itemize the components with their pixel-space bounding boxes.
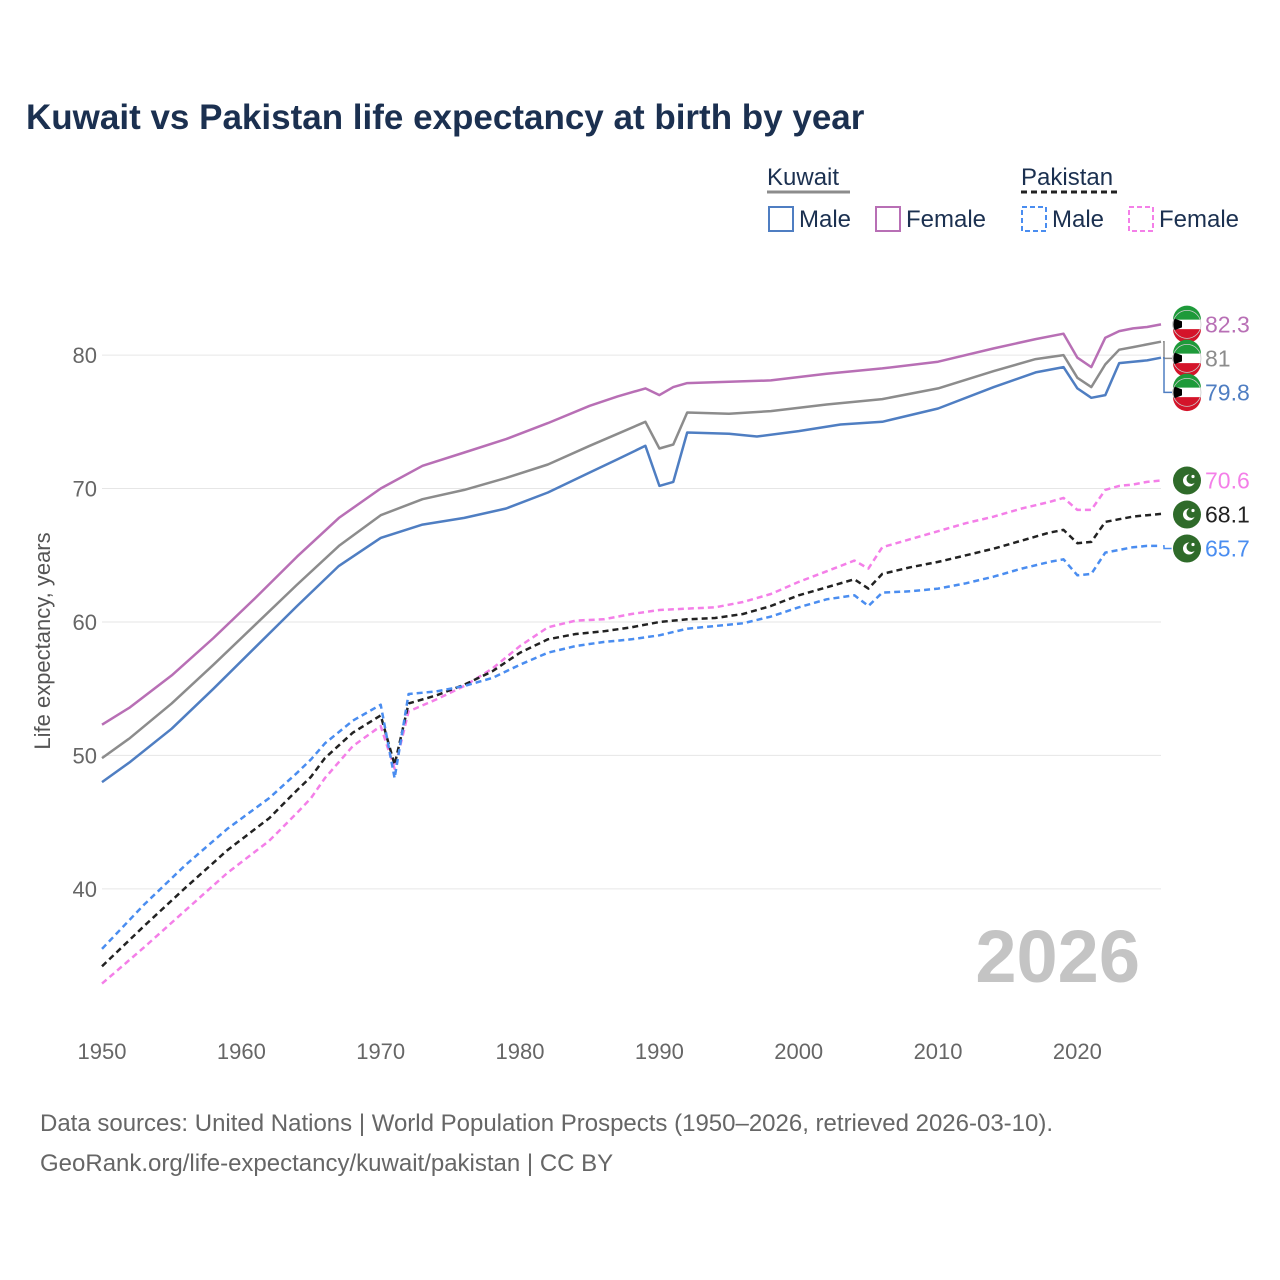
x-axis-ticks: 1950 1960 1970 1980 1990 2000 2010 2020 bbox=[78, 1039, 1102, 1064]
flag-badge-kuwait-icon bbox=[1172, 373, 1202, 412]
source-line: Data sources: United Nations | World Pop… bbox=[40, 1110, 1053, 1137]
series-line-pakistan-total bbox=[101, 512, 1162, 968]
legend-kuwait-female-label: Female bbox=[906, 206, 986, 233]
legend-kuwait-male-swatch bbox=[768, 206, 794, 232]
series-line-kuwait-male bbox=[101, 356, 1162, 784]
flag-badge-pakistan-icon bbox=[1171, 500, 1201, 529]
x-tick-label: 2010 bbox=[914, 1039, 963, 1064]
legend-pakistan-female-swatch bbox=[1128, 206, 1154, 232]
y-tick-label: 40 bbox=[73, 877, 97, 902]
series-line-pakistan-male bbox=[101, 544, 1161, 950]
source-url: GeoRank.org/life-expectancy/kuwait/pakis… bbox=[40, 1150, 613, 1177]
x-tick-label: 1960 bbox=[217, 1039, 266, 1064]
y-axis-label: Life expectancy, years bbox=[30, 532, 55, 749]
gridlines bbox=[102, 354, 1161, 890]
end-label-leader bbox=[1163, 545, 1172, 550]
legend-group-pakistan: Pakistan bbox=[1021, 164, 1113, 191]
y-tick-label: 60 bbox=[73, 610, 97, 635]
x-tick-label: 1970 bbox=[356, 1039, 405, 1064]
chart-title: Kuwait vs Pakistan life expectancy at bi… bbox=[26, 98, 865, 137]
series-line-kuwait-female bbox=[101, 323, 1162, 726]
x-tick-label: 1980 bbox=[496, 1039, 545, 1064]
end-label-pakistan-total: 68.1 bbox=[1205, 502, 1250, 528]
legend: Kuwait Male Female Pakistan Male Female bbox=[767, 164, 1239, 233]
legend-pakistan-male-label: Male bbox=[1052, 206, 1104, 233]
year-watermark: 2026 bbox=[975, 915, 1140, 998]
end-label-kuwait-male: 79.8 bbox=[1205, 379, 1250, 405]
series-line-pakistan-female bbox=[101, 479, 1162, 985]
legend-kuwait-male-label: Male bbox=[799, 206, 851, 233]
legend-pakistan-female-label: Female bbox=[1159, 206, 1239, 233]
x-tick-label: 2000 bbox=[774, 1039, 823, 1064]
y-axis-ticks: 40 50 60 70 80 bbox=[73, 343, 97, 902]
series-lines bbox=[101, 323, 1162, 985]
end-label-kuwait-total: 81 bbox=[1205, 345, 1231, 371]
flag-badge-pakistan-icon bbox=[1171, 466, 1201, 495]
legend-pakistan-male-swatch bbox=[1021, 206, 1047, 232]
end-labels: 82.3 81 79.8 70.6 68.1 65.7 bbox=[1163, 305, 1250, 563]
end-label-pakistan-male: 65.7 bbox=[1205, 536, 1250, 562]
y-tick-label: 70 bbox=[73, 477, 97, 502]
x-tick-label: 1950 bbox=[78, 1039, 127, 1064]
legend-group-kuwait: Kuwait bbox=[767, 164, 839, 191]
flag-badge-kuwait-icon bbox=[1172, 339, 1202, 378]
end-label-leader bbox=[1163, 340, 1172, 360]
end-label-kuwait-female: 82.3 bbox=[1205, 311, 1250, 337]
x-tick-label: 1990 bbox=[635, 1039, 684, 1064]
legend-kuwait-female-swatch bbox=[875, 206, 901, 232]
y-tick-label: 80 bbox=[73, 343, 97, 368]
flag-badge-pakistan-icon bbox=[1171, 534, 1201, 563]
flag-badge-kuwait-icon bbox=[1172, 305, 1202, 344]
end-label-pakistan-female: 70.6 bbox=[1205, 468, 1250, 494]
y-tick-label: 50 bbox=[73, 743, 97, 768]
end-label-leader bbox=[1163, 356, 1172, 394]
series-line-kuwait-total bbox=[101, 340, 1162, 760]
x-tick-label: 2020 bbox=[1053, 1039, 1102, 1064]
